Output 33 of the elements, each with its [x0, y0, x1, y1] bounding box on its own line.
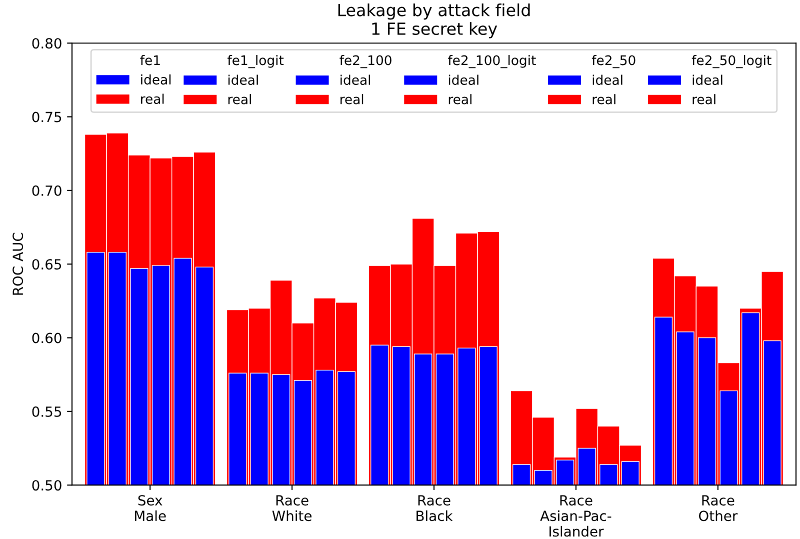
annotation: fe2_50: [592, 54, 636, 68]
y-tick-label: 0.65: [32, 259, 62, 270]
legend-label: real: [340, 94, 364, 104]
legend-label: ideal: [228, 74, 258, 85]
y-axis-title: ROC AUC: [12, 232, 24, 295]
y-tick-label: 0.60: [32, 332, 62, 344]
legend-label: real: [592, 94, 616, 104]
x-tick-label: Race White: [272, 495, 312, 522]
annotation: fe1: [140, 54, 160, 66]
x-tick-label: Sex Male: [134, 495, 166, 522]
legend-label: ideal: [592, 74, 622, 85]
annotation: fe2_100: [340, 54, 392, 68]
x-tick-label: Race Other: [698, 495, 738, 522]
annotation: fe2_50_logit: [692, 54, 772, 68]
chart-title: Leakage by attack field: [338, 3, 530, 20]
y-tick-label: 0.80: [32, 38, 62, 49]
legend-label: real: [228, 94, 251, 104]
annotation: fe2_100_logit: [448, 54, 536, 68]
legend-label: ideal: [141, 74, 171, 85]
x-tick-label: Race Black: [416, 495, 453, 522]
annotation: fe1_logit: [228, 54, 284, 68]
legend-label: ideal: [692, 74, 722, 85]
y-tick-label: 0.50: [32, 480, 62, 491]
legend-label: real: [141, 94, 164, 104]
y-tick-label: 0.55: [32, 406, 62, 417]
y-tick-label: 0.75: [32, 112, 62, 122]
legend-label: real: [448, 94, 472, 104]
x-tick-label: Race Asian-Pac- Islander: [540, 495, 612, 537]
chart-subtitle: 1 FE secret key: [372, 22, 498, 38]
legend-label: real: [692, 94, 716, 104]
legend-label: ideal: [448, 74, 478, 85]
y-tick-label: 0.70: [32, 185, 62, 196]
legend-label: ideal: [340, 74, 370, 85]
